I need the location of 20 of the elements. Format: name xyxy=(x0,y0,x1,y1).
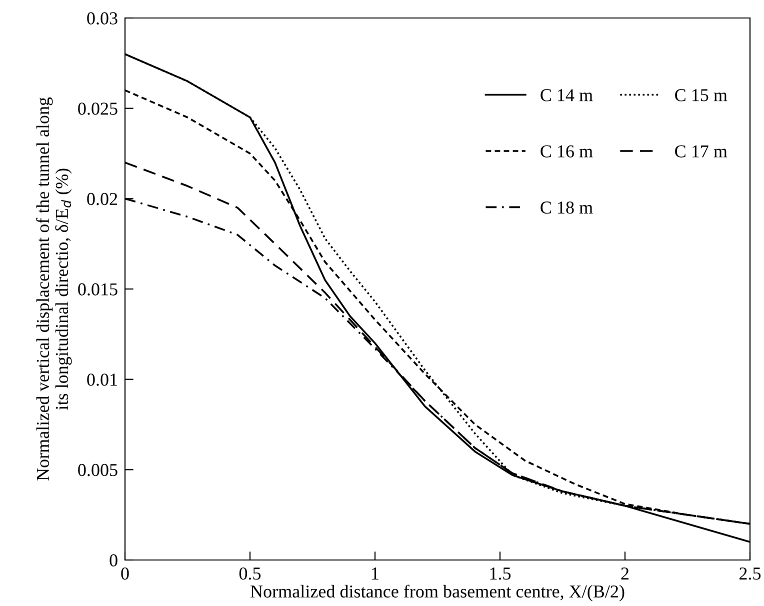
x-tick-label: 2 xyxy=(621,568,629,580)
legend-label: C 15 m xyxy=(675,89,728,102)
y-tick-label: 0 xyxy=(110,554,118,566)
legend-label: C 17 m xyxy=(675,145,728,158)
y-tick-label: 0.03 xyxy=(87,12,118,25)
y-tick-label: 0.025 xyxy=(78,102,118,115)
y-axis-title: Normalized vertical displacement of the tunnel along its longitudinal directio, δ/E$_{d}$ (%) xyxy=(36,97,72,481)
x-tick-label: 0 xyxy=(121,567,129,580)
legend-label: C 14 m xyxy=(540,89,593,102)
y-tick-label: 0.01 xyxy=(87,374,117,386)
x-tick-label: 1.5 xyxy=(490,568,511,580)
x-tick-label: 2.5 xyxy=(740,568,761,580)
x-axis-title: Normalized distance from basement centre, X/(B/2) xyxy=(250,584,624,602)
y-tick-label: 0.02 xyxy=(87,192,118,206)
y-tick-label: 0.005 xyxy=(78,464,118,476)
x-tick-label: 1 xyxy=(372,568,378,580)
legend-label: C 18 m xyxy=(540,201,593,214)
y-tick-label: 0.015 xyxy=(78,283,118,296)
x-tick-label: 0.5 xyxy=(239,567,261,580)
legend-label: C 16 m xyxy=(540,145,593,158)
